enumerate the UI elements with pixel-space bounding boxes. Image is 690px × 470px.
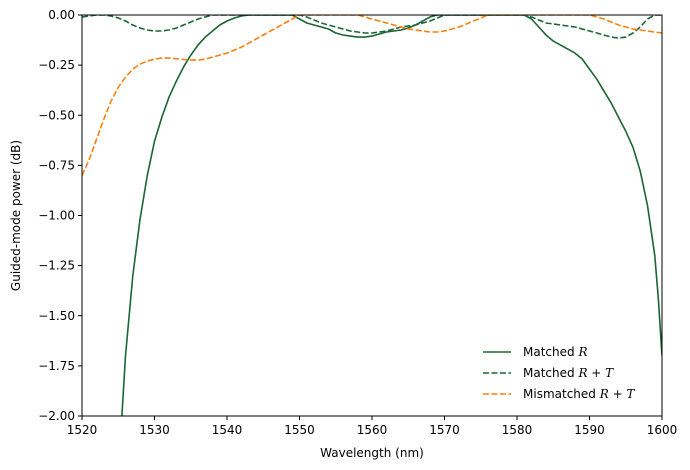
legend-label: Matched R + T (523, 366, 614, 380)
x-tick-label: 1530 (139, 423, 170, 437)
x-tick-label: 1550 (284, 423, 315, 437)
y-tick-label: −0.25 (38, 58, 75, 72)
series-line-0 (121, 15, 662, 416)
legend-text: Matched (523, 345, 578, 359)
legend-label: Matched R (523, 345, 587, 359)
y-tick-label: −0.75 (38, 158, 75, 172)
y-tick-label: −2.00 (38, 409, 75, 423)
legend-label: Mismatched R + T (523, 387, 635, 401)
y-tick-label: −1.25 (38, 259, 75, 273)
series-line-1 (82, 15, 662, 39)
y-axis: 0.00 −0.25 −0.50 −0.75 −1.00 −1.25 −1.50 −1.75 −… (38, 8, 82, 423)
x-tick-label: 1590 (574, 423, 605, 437)
legend-text: Matched (523, 366, 578, 380)
y-tick-label: 0.00 (48, 8, 75, 22)
legend-math: R + T (599, 387, 636, 401)
y-tick-label: −1.00 (38, 209, 75, 223)
x-tick-label: 1580 (502, 423, 533, 437)
x-axis-label: Wavelength (nm) (320, 446, 424, 460)
legend-text: Mismatched (523, 387, 600, 401)
y-tick-label: −0.50 (38, 108, 75, 122)
x-tick-label: 1570 (429, 423, 460, 437)
legend-math: R + T (577, 366, 614, 380)
x-tick-label: 1540 (212, 423, 243, 437)
y-axis-label: Guided-mode power (dB) (9, 140, 23, 291)
series-layer (82, 15, 662, 416)
x-axis: 1520 1530 1540 1550 1560 1570 1580 1590 1600 (67, 416, 678, 437)
x-tick-label: 1600 (647, 423, 678, 437)
y-tick-label: −1.50 (38, 309, 75, 323)
series-line-2 (82, 15, 662, 176)
x-tick-label: 1560 (357, 423, 388, 437)
x-tick-label: 1520 (67, 423, 98, 437)
y-tick-label: −1.75 (38, 359, 75, 373)
legend-math: R (577, 345, 587, 359)
